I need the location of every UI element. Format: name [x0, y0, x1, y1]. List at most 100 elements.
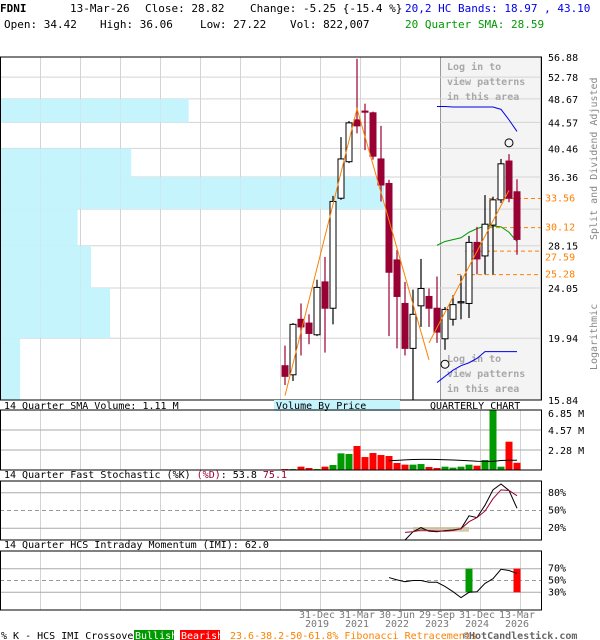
volume-bar: [481, 460, 489, 470]
candle: [361, 103, 369, 151]
stochastic-panel-border: [0, 480, 542, 541]
volume-by-price-bar: [1, 177, 384, 210]
price-axis-label: 40.46: [548, 144, 578, 155]
fib-label: 30.12: [545, 223, 575, 234]
candle: [305, 314, 313, 345]
imi-axis-label: 30%: [548, 587, 566, 598]
candle: [409, 289, 417, 400]
candle: [313, 279, 321, 337]
volume-bar: [433, 467, 441, 470]
stochastic-title-part: 75.1: [263, 470, 287, 481]
close-value: Close: 28.82: [145, 2, 225, 15]
candle: [425, 288, 433, 327]
volume-by-price-bar: [1, 98, 189, 123]
volume-bar: [385, 455, 393, 470]
candle: [377, 125, 385, 202]
volume-bar: [401, 464, 409, 470]
volume-bar: [369, 453, 377, 470]
volume-bar: [345, 453, 353, 470]
login-notice: Log in to: [447, 353, 501, 365]
date-label: 13-Mar: [499, 610, 535, 621]
bullish-badge-bg: [134, 630, 174, 640]
candle-body: [369, 112, 377, 157]
bullish-badge: Bullish: [135, 631, 177, 640]
candle-body: [289, 323, 297, 376]
imi-axis-label: 70%: [548, 564, 566, 575]
bearish-badge: Bearish: [181, 631, 223, 640]
stochastic-d-line: [404, 489, 518, 533]
zigzag-line: [284, 106, 430, 396]
volume-bar: [377, 455, 385, 470]
price-axis-label: 28.15: [548, 242, 578, 253]
split-adjusted-label: Split and Dividend Adjusted: [589, 77, 600, 240]
high-value: High: 36.06: [100, 18, 173, 31]
price-axis-label: 15.84: [548, 396, 578, 407]
volume-bar: [353, 446, 361, 470]
imi-panel-border: [0, 550, 542, 611]
login-notice: Log in to: [447, 61, 501, 73]
volume-bar: [297, 466, 305, 470]
candle-body: [321, 281, 329, 309]
price-axis-label: 36.36: [548, 173, 578, 184]
fib-label: 25.28: [545, 270, 575, 281]
candle-body: [433, 307, 441, 333]
vbp-label: Volume By Price: [276, 401, 366, 412]
crossover-bar-bearish: [513, 568, 521, 593]
volume-bar: [393, 462, 401, 470]
candle-body: [497, 163, 505, 201]
candle: [385, 179, 393, 337]
candle-body: [313, 286, 321, 336]
date-label: 31-Mar: [339, 610, 375, 621]
candle-body: [505, 160, 513, 199]
volume-bar: [505, 441, 513, 470]
stochastic-fill: [413, 527, 469, 532]
volume-bar: [321, 466, 329, 470]
price-axis-label: 19.94: [548, 334, 578, 345]
price-panel-border: [0, 56, 542, 401]
volume-bar: [489, 410, 497, 470]
login-notice: view patterns: [447, 76, 525, 88]
stochastic-title-part: (%D): [197, 470, 221, 481]
candle-body: [385, 182, 393, 273]
volume-bar: [361, 457, 369, 470]
candle-body: [409, 313, 417, 349]
volume-sma-line: [388, 458, 517, 462]
volume-bar: [513, 462, 521, 470]
symbol: FDNI: [0, 2, 27, 15]
date-label: 2021: [345, 619, 369, 630]
pattern-marker: [504, 138, 514, 148]
candle-body: [377, 158, 385, 186]
logarithmic-label: Logarithmic: [589, 304, 600, 370]
pattern-marker: [440, 359, 450, 369]
candle: [289, 323, 297, 382]
date-label: 30-Jun: [379, 610, 415, 621]
candle-body: [401, 302, 409, 349]
candle-body: [441, 308, 449, 340]
volume-bar: [409, 464, 417, 470]
copyright: ©HotCandlestick.com: [463, 630, 577, 640]
volume-by-price-bar: [1, 287, 111, 339]
volume-bar: [449, 467, 457, 470]
stochastic-title-part: : 53.8: [221, 470, 257, 481]
candle: [321, 256, 329, 353]
candle-body: [449, 304, 457, 320]
candle: [337, 137, 345, 200]
volume-axis-label: 4.57 M: [548, 426, 584, 437]
volume-bar: [465, 464, 473, 470]
volume-value: Vol: 822,007: [290, 18, 370, 31]
volume-bar: [457, 466, 465, 470]
stochastic-title-part: 14 Quarter Fast Stochastic (%K): [4, 470, 197, 481]
candle: [393, 250, 401, 349]
candle-body: [361, 110, 369, 113]
candle: [417, 258, 425, 327]
stochastic-title: 14 Quarter Fast Stochastic (%K) (%D): 53…: [4, 470, 287, 481]
candle: [497, 158, 505, 204]
candle-body: [281, 365, 289, 377]
volume-by-price-bar: [1, 209, 78, 246]
chart-period-label: QUARTERLY CHART: [430, 401, 520, 412]
date-label: 2024: [465, 619, 489, 630]
volume-bar: [473, 465, 481, 470]
price-axis-label: 24.05: [548, 284, 578, 295]
date-label: 31-Dec: [459, 610, 495, 621]
